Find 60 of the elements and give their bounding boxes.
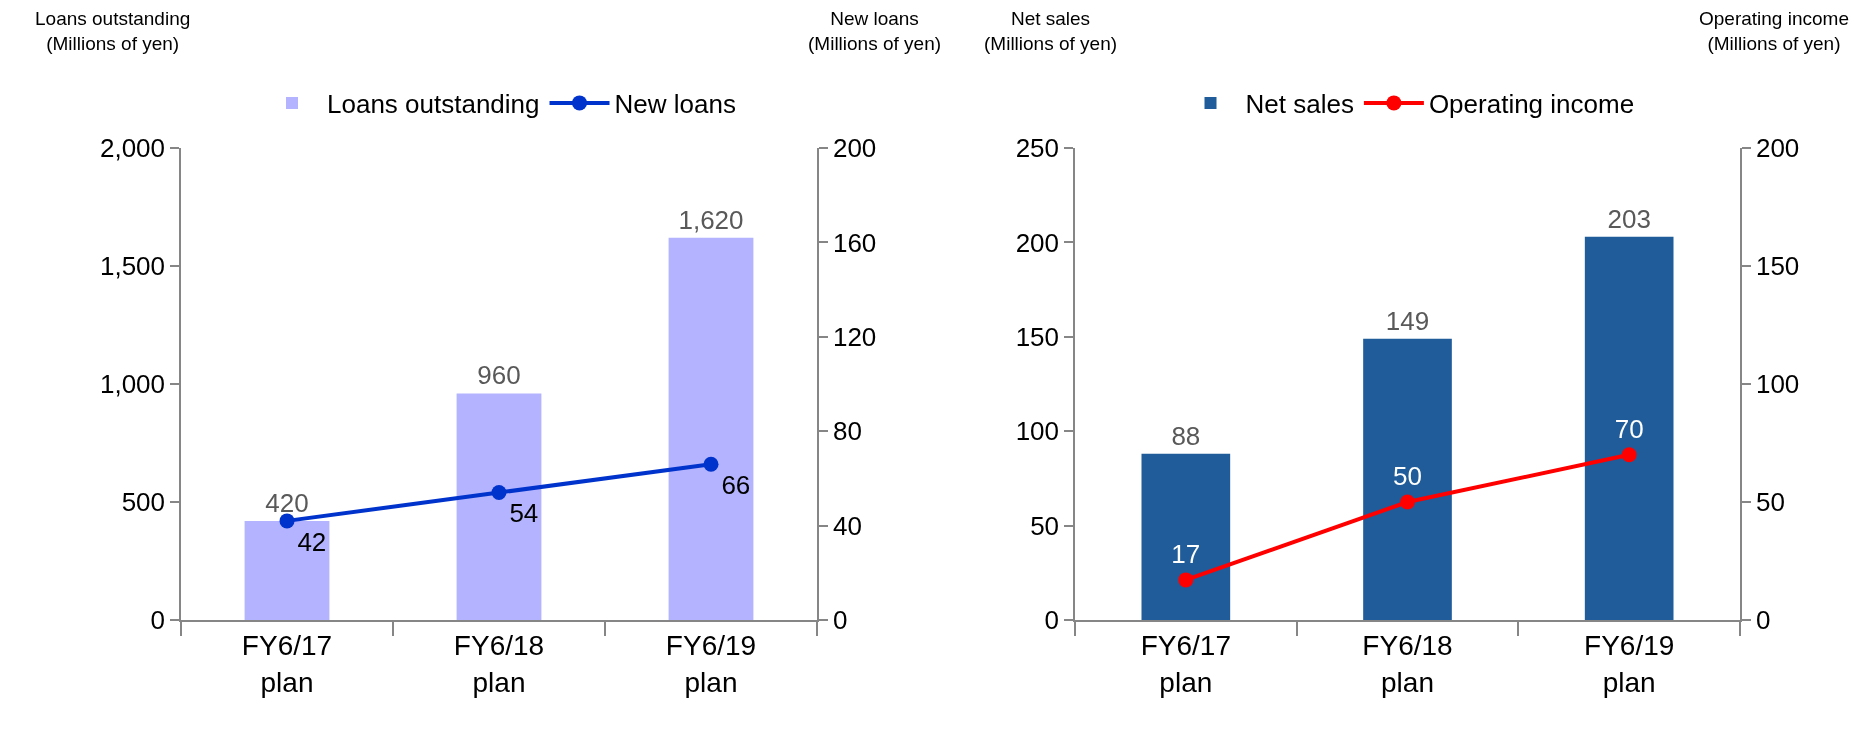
point <box>491 485 507 501</box>
y2-tick-label: 0 <box>832 605 848 636</box>
y2-tick-label: 150 <box>1755 251 1800 282</box>
y-tick-label: 200 <box>1015 227 1060 258</box>
data-label: 17 <box>1171 539 1201 570</box>
x-tick-label: FY6/18 plan <box>1362 630 1453 698</box>
y2-tick-label: 160 <box>832 227 877 258</box>
y2-tick-label: 40 <box>832 510 862 541</box>
data-label: 960 <box>477 360 521 391</box>
y-tick-label: 100 <box>1015 416 1060 447</box>
data-label: 203 <box>1607 203 1651 234</box>
y-tick-label: 250 <box>1015 133 1060 164</box>
x-tick-label: FY6/17 plan <box>1140 630 1231 698</box>
bar <box>1141 453 1231 620</box>
legend-label: Operating income <box>1428 89 1635 120</box>
bar <box>1363 338 1452 620</box>
y-axis-title: Loans outstanding (Millions of yen) <box>35 8 191 54</box>
legend-label: New loans <box>614 89 736 120</box>
y-tick-label: 1,500 <box>99 251 166 282</box>
y-tick-label: 1,000 <box>99 369 166 400</box>
point <box>279 513 295 529</box>
legend-label: Net sales <box>1245 89 1354 120</box>
y2-tick-label: 50 <box>1755 487 1785 518</box>
y-tick-label: 0 <box>150 605 166 636</box>
y2-tick-label: 200 <box>1755 133 1800 164</box>
data-label: 88 <box>1171 420 1201 451</box>
data-label: 70 <box>1614 413 1644 444</box>
y2-axis-title: New loans (Millions of yen) <box>808 8 942 54</box>
data-label: 420 <box>265 487 309 518</box>
data-label: 54 <box>509 498 539 529</box>
x-tick-label: FY6/19 plan <box>665 630 757 698</box>
y-tick-label: 0 <box>1044 605 1060 636</box>
y-tick-label: 2,000 <box>99 133 166 164</box>
y2-tick-label: 100 <box>1755 369 1800 400</box>
data-label: 50 <box>1393 461 1422 492</box>
data-label: 149 <box>1385 305 1430 336</box>
point <box>703 456 719 472</box>
y2-tick-label: 200 <box>832 133 877 164</box>
data-label: 1,620 <box>678 204 744 235</box>
y2-axis-title: Operating income (Millions of yen) <box>1699 8 1849 54</box>
x-tick-label: FY6/17 plan <box>241 630 333 698</box>
data-label: 66 <box>721 470 751 501</box>
data-label: 42 <box>297 526 327 557</box>
y2-tick-label: 80 <box>832 416 862 447</box>
x-tick-label: FY6/18 plan <box>453 630 545 698</box>
point <box>1400 494 1415 510</box>
x-tick-label: FY6/19 plan <box>1584 630 1675 698</box>
point <box>1178 572 1194 588</box>
y-tick-label: 50 <box>1030 510 1060 541</box>
y-tick-label: 150 <box>1015 321 1060 352</box>
y2-tick-label: 0 <box>1755 605 1771 636</box>
y-axis-title: Net sales (Millions of yen) <box>984 8 1118 54</box>
point <box>1621 447 1637 463</box>
y2-tick-label: 120 <box>832 321 877 352</box>
bar <box>1584 236 1674 620</box>
y-tick-label: 500 <box>121 487 166 518</box>
bar <box>668 237 754 620</box>
legend-label: Loans outstanding <box>327 89 540 120</box>
bar <box>456 393 542 620</box>
bar <box>244 520 330 620</box>
